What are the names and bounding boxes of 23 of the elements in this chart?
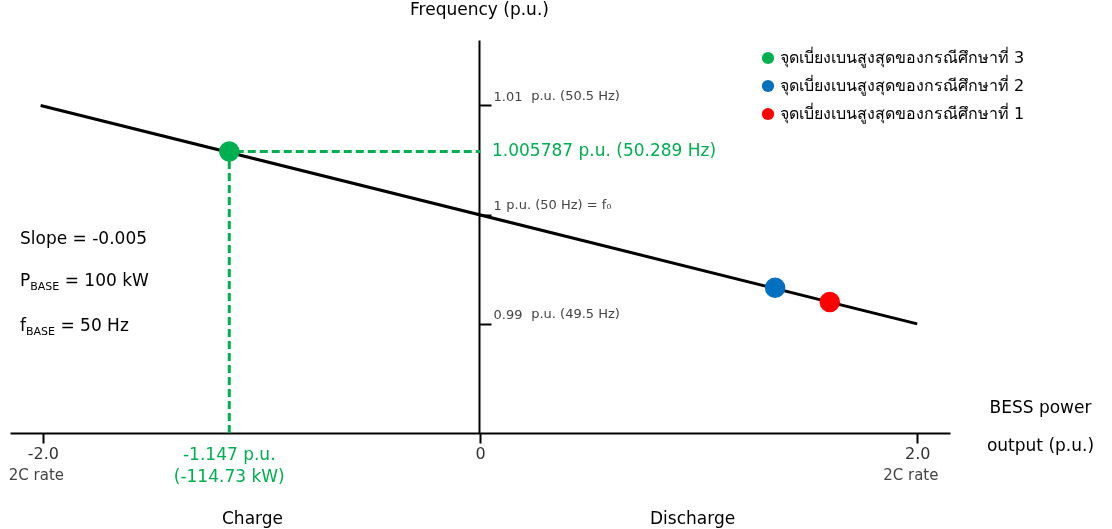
annotation: Slope = -0.005 bbox=[20, 228, 148, 248]
y-axis-title: Frequency (p.u.) bbox=[410, 0, 549, 19]
x-tick-label: 2.0 bbox=[904, 443, 931, 463]
text: Charge bbox=[222, 508, 284, 528]
annotation: f$_{BASE}$ = 50 Hz bbox=[20, 315, 129, 339]
y-tick-label: 0.99 bbox=[493, 307, 523, 323]
legend-label: จุดเบี่ยงเบนสูงสุดของกรณีศึกษาที่ 3 bbox=[780, 46, 1025, 68]
x-axis-title: BESS power output (p.u.) bbox=[986, 396, 1095, 455]
annotation: 1.005787 p.u. (50.289 Hz) bbox=[492, 140, 717, 161]
text: 2C rate bbox=[883, 466, 939, 484]
x-tick-label: -2.0 bbox=[27, 443, 59, 463]
annotation: p.u. (50 Hz) = f₀ bbox=[506, 196, 612, 212]
y-tick-label: 1 bbox=[493, 198, 502, 214]
annotation: P$_{BASE}$ = 100 kW bbox=[20, 270, 149, 294]
annotation: p.u. (49.5 Hz) bbox=[531, 305, 620, 321]
x-tick-label: 0 bbox=[475, 443, 486, 463]
legend-label: จุดเบี่ยงเบนสูงสุดของกรณีศึกษาที่ 1 bbox=[780, 102, 1025, 124]
annotation: -1.147 p.u. (-114.73 kW) bbox=[173, 444, 285, 486]
y-tick-label: 1.01 bbox=[493, 89, 523, 104]
legend-label: จุดเบี่ยงเบนสูงสุดของกรณีศึกษาที่ 2 bbox=[780, 74, 1025, 96]
annotation: p.u. (50.5 Hz) bbox=[531, 87, 620, 103]
text: 2C rate bbox=[8, 466, 65, 484]
text: Discharge bbox=[650, 508, 736, 528]
